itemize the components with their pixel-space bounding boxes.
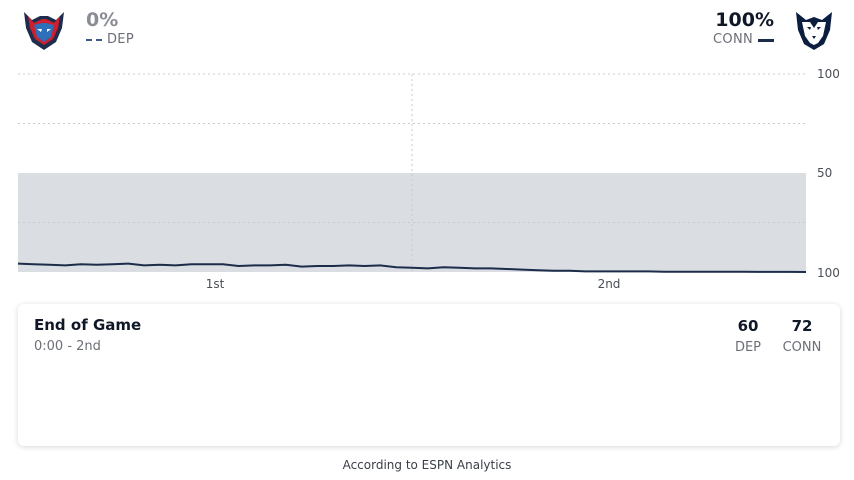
home-win-pct: 100%	[715, 9, 774, 31]
analytics-footnote: According to ESPN Analytics	[342, 458, 512, 472]
demon-logo-icon	[24, 12, 64, 50]
home-team-info: 100% CONN	[713, 8, 774, 48]
period-label-1st: 1st	[206, 277, 225, 291]
away-team-abbr: DEP	[107, 32, 134, 47]
away-score: 60	[737, 317, 759, 335]
gridlines	[18, 73, 806, 223]
game-status-card: End of Game 0:00 - 2nd 60 DEP 72 CONN	[18, 304, 840, 446]
home-team-abbr: CONN	[713, 32, 753, 47]
away-win-pct: 0%	[86, 9, 119, 31]
home-score-abbr: CONN	[782, 340, 822, 355]
y-tick-label-bottom: 100	[817, 266, 840, 280]
home-team-key: CONN	[713, 32, 774, 48]
solid-line-key	[758, 38, 774, 42]
period-label-2nd: 2nd	[598, 277, 621, 291]
game-status-title: End of Game	[34, 316, 142, 334]
home-team-header: 100% CONN	[713, 8, 838, 52]
dashed-line-key	[86, 39, 102, 41]
home-score: 72	[791, 317, 813, 335]
husky-logo-icon	[796, 12, 832, 50]
shaded-band	[18, 173, 806, 272]
away-team-key: DEP	[86, 32, 134, 48]
game-clock: 0:00 - 2nd	[34, 339, 101, 354]
y-tick-label-middle: 50	[817, 166, 832, 180]
away-score-block: 60 DEP	[728, 316, 768, 358]
away-score-abbr: DEP	[734, 340, 762, 355]
away-team-header: 0% DEP	[20, 8, 134, 52]
y-tick-label-top: 100	[817, 67, 840, 81]
conn-probability-line	[17, 262, 807, 273]
home-score-block: 72 CONN	[776, 316, 828, 358]
away-team-info: 0% DEP	[86, 8, 134, 48]
win-probability-chart: 100 50 100 1st 2nd	[17, 67, 840, 291]
